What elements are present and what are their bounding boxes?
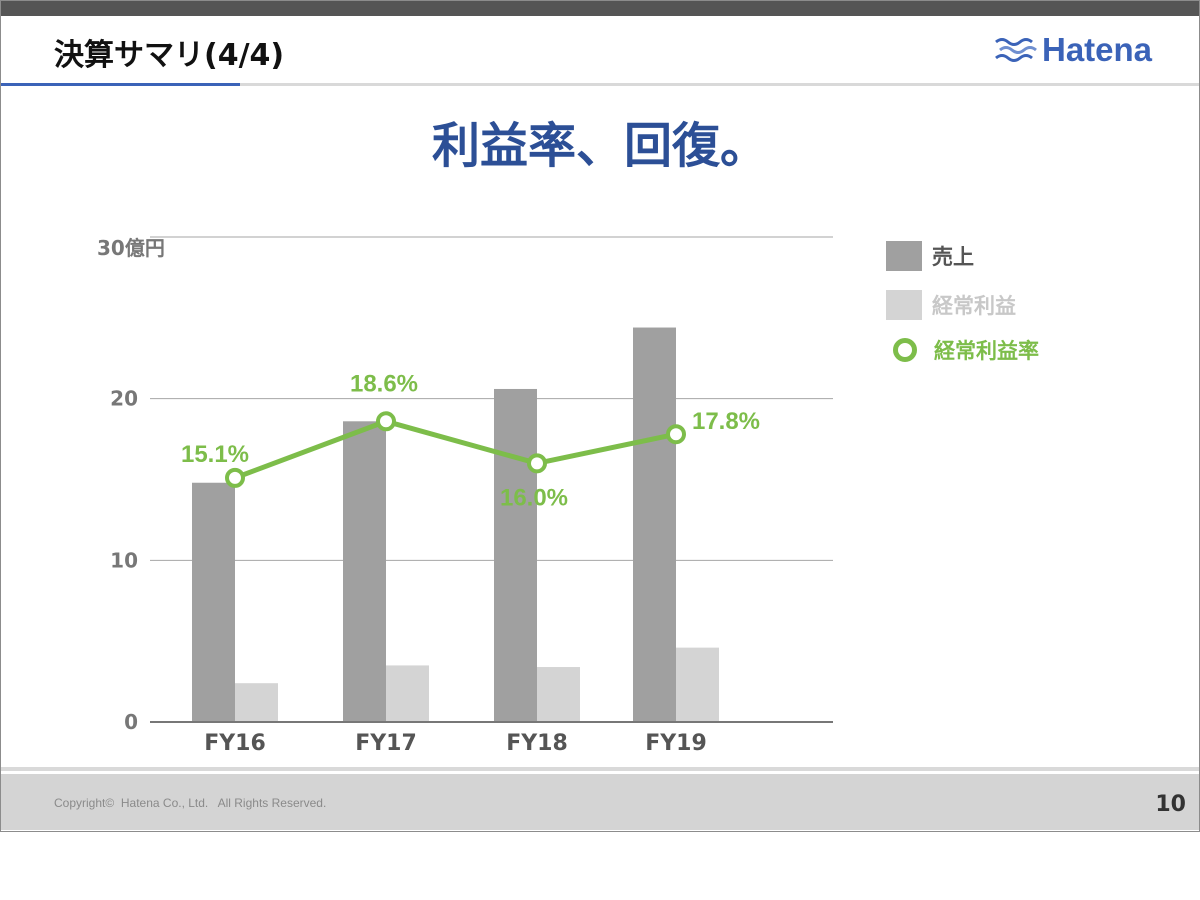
bar-ordinary-profit (235, 683, 278, 722)
profit-margin-data-label: 17.8% (692, 408, 760, 435)
logo-text: Hatena (1042, 31, 1153, 68)
bar-ordinary-profit (537, 667, 580, 722)
profit-margin-data-label: 16.0% (500, 484, 568, 511)
bar-sales (633, 327, 676, 722)
header-divider (0, 83, 1200, 86)
company-logo: Hatena (994, 30, 1152, 70)
header-accent-bar (0, 83, 240, 86)
profit-margin-marker (225, 467, 245, 488)
y-tick-label: 10 (110, 548, 138, 572)
y-tick-label: 20 (110, 387, 138, 411)
legend-label-sales: 売上 (932, 245, 974, 269)
x-tick-label: FY17 (355, 731, 417, 756)
x-tick-label: FY16 (204, 731, 266, 756)
headline: 利益率、回復。 (431, 118, 768, 174)
profit-margin-data-label: 18.6% (350, 370, 418, 397)
legend-marker-profit-margin (893, 338, 917, 362)
slide: 決算サマリ(4/4) Hatena 利益率、回復。 30億円 0 10 20 FY16… (0, 0, 1200, 832)
profit-margin-marker (666, 424, 686, 445)
x-tick-label: FY18 (506, 731, 568, 756)
page-number: 10 (1155, 792, 1186, 817)
chart: 0 10 20 FY16 FY17 FY18 FY19 15.1% 18.6% 16.0% 17.8… (110, 236, 833, 756)
bar-sales (343, 421, 386, 722)
top-bar (0, 0, 1200, 16)
hatena-wave-logo-icon (995, 38, 1037, 62)
copyright-text: Copyright© Hatena Co., Ltd. All Rights R… (54, 796, 327, 810)
profit-margin-data-label: 15.1% (181, 441, 249, 468)
bar-sales (192, 482, 235, 722)
bar-sales (494, 388, 537, 722)
profit-margin-line (234, 418, 677, 481)
footer-divider (0, 767, 1200, 771)
y-tick-label: 0 (124, 710, 138, 734)
legend-label-profit-margin: 経常利益率 (934, 339, 1039, 363)
legend-swatch-sales (886, 241, 922, 271)
profit-margin-marker (376, 411, 396, 432)
bar-ordinary-profit (676, 647, 719, 722)
legend-swatch-ordinary-profit (886, 290, 922, 320)
footer: Copyright© Hatena Co., Ltd. All Rights R… (0, 774, 1200, 830)
page-title: 決算サマリ(4/4) (54, 38, 285, 73)
legend-item-ordinary-profit: 経常利益 (886, 290, 1016, 320)
profit-margin-marker (527, 453, 547, 474)
y-axis-unit-label: 30億円 (97, 236, 165, 260)
legend-item-profit-margin: 経常利益率 (886, 335, 1039, 365)
x-tick-label: FY19 (645, 731, 707, 756)
bar-ordinary-profit (386, 665, 429, 722)
legend-item-sales: 売上 (886, 241, 974, 271)
legend-label-ordinary-profit: 経常利益 (932, 294, 1016, 318)
